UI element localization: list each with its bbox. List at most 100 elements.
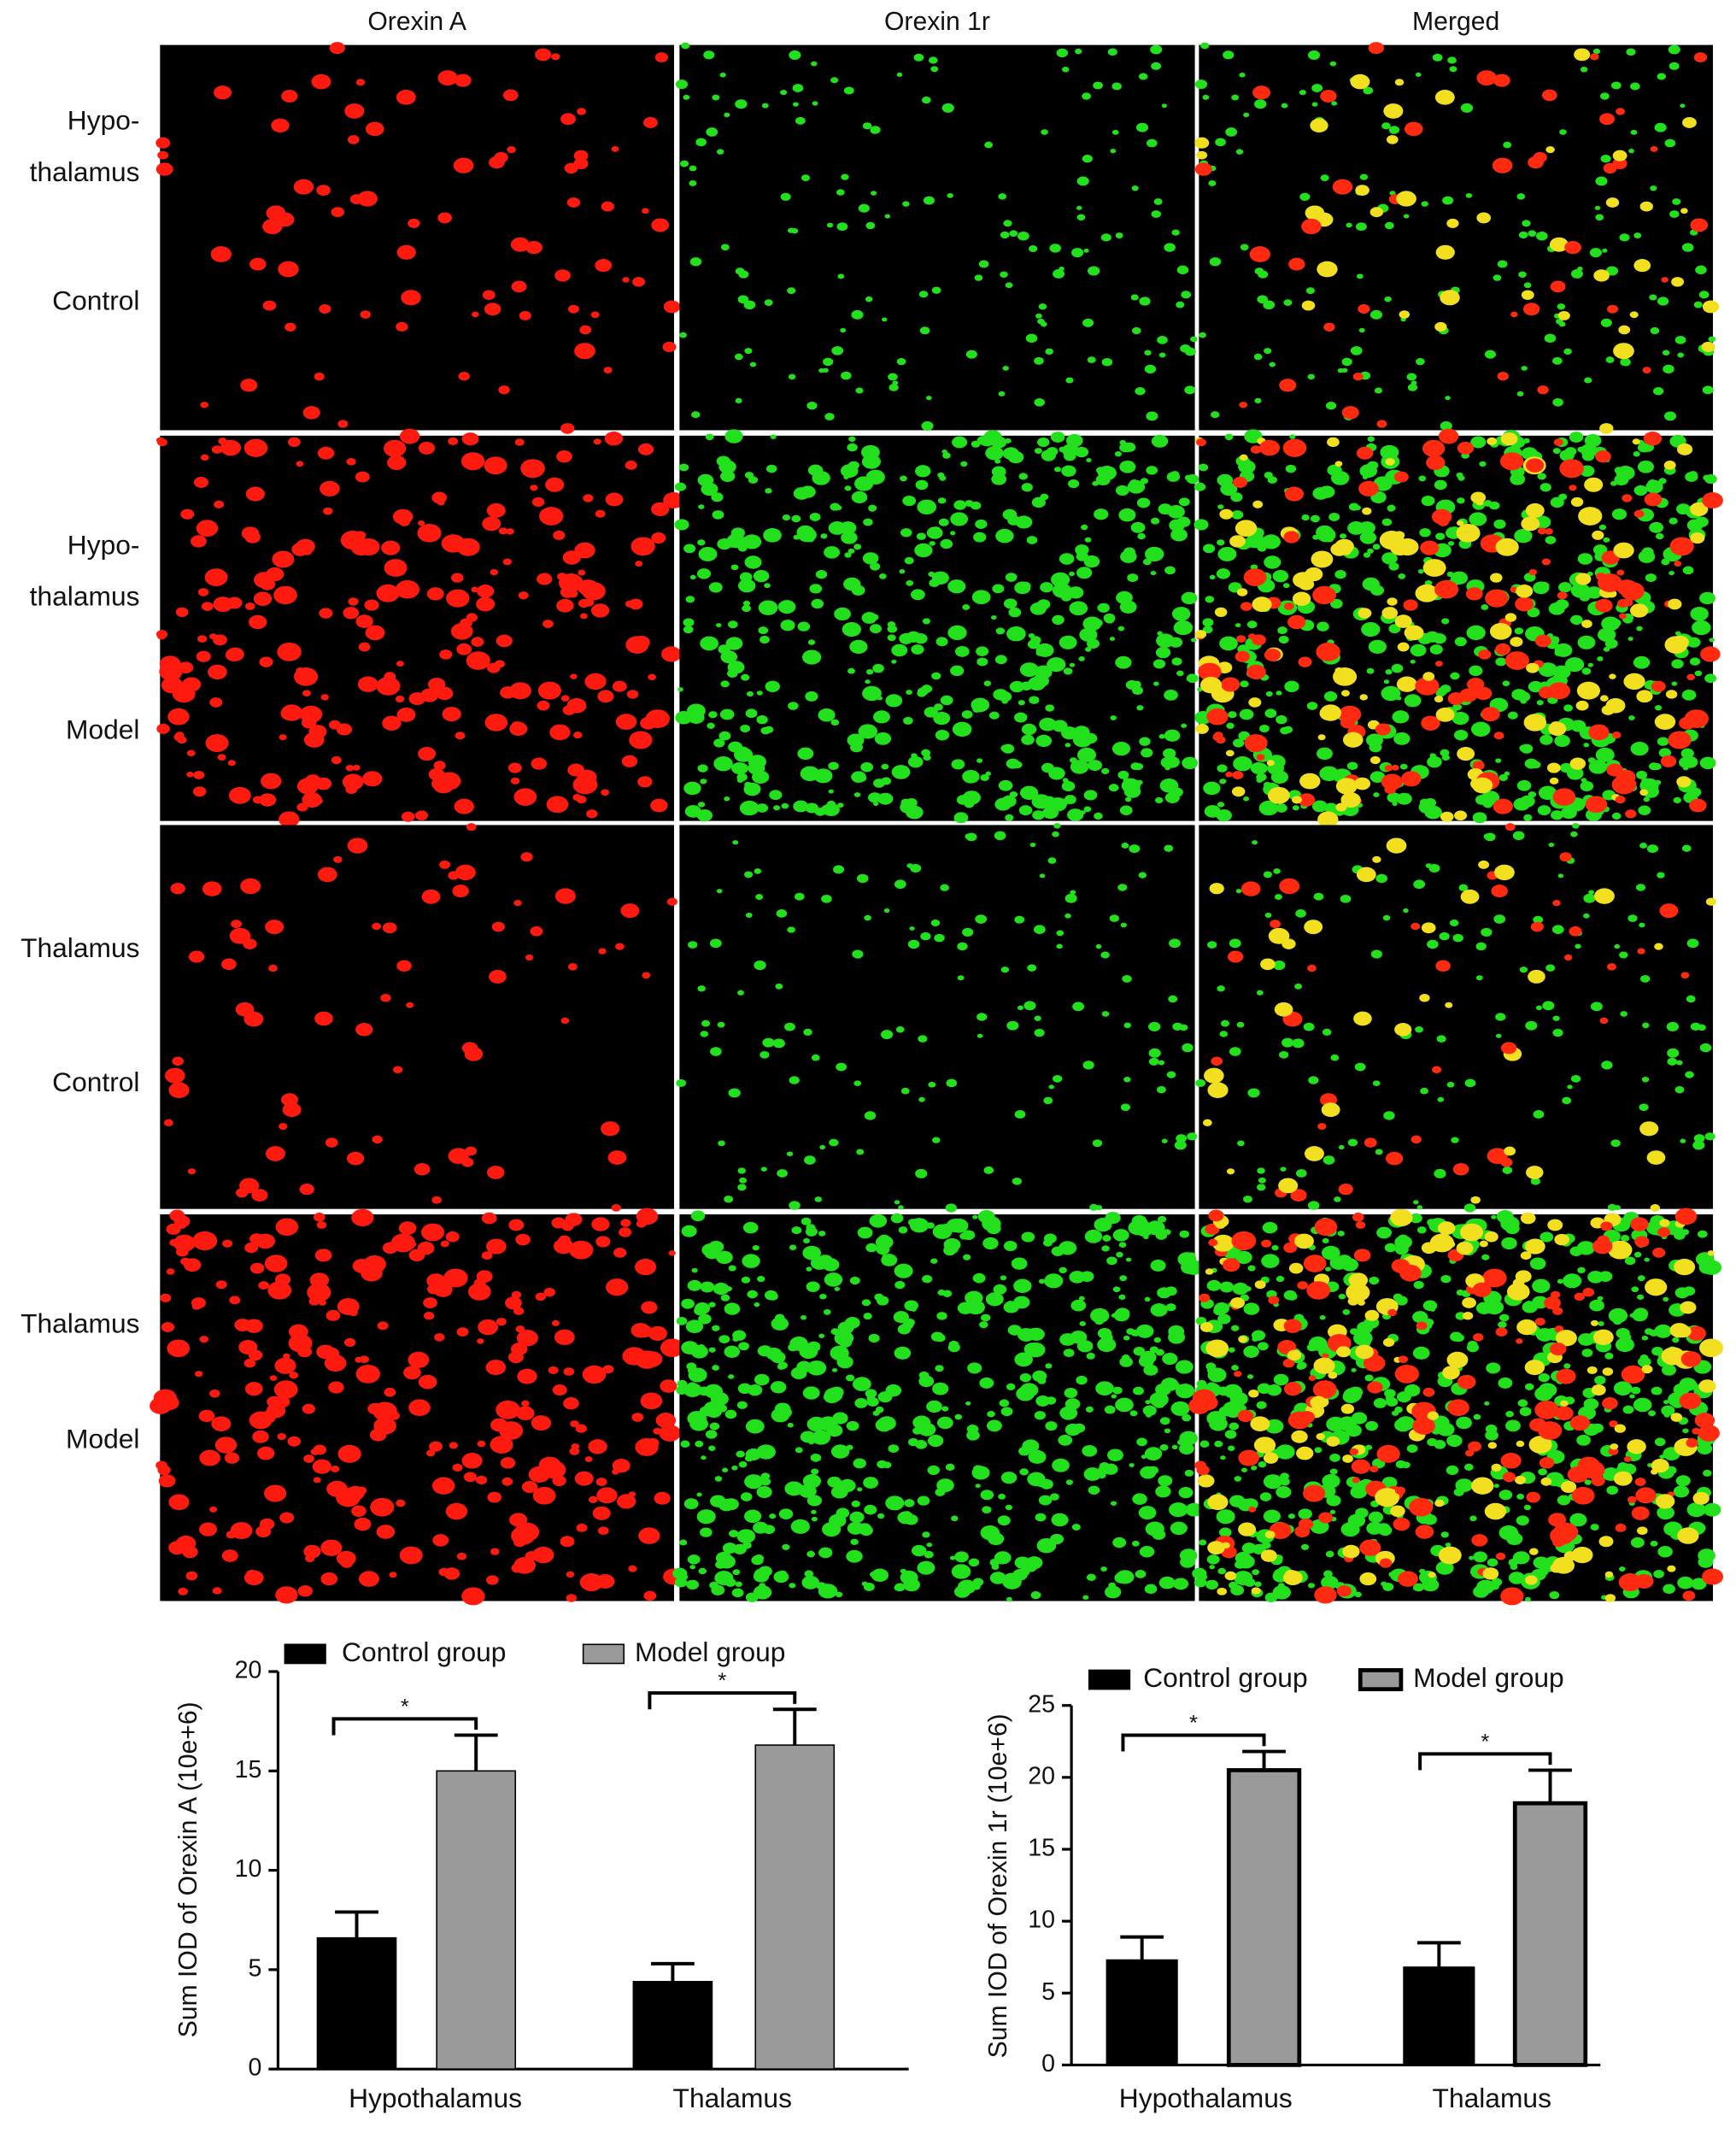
- cell-dot: [1182, 1413, 1192, 1422]
- cell-dot: [396, 707, 416, 722]
- cell-dot: [668, 1250, 676, 1256]
- cell-dot: [926, 1400, 942, 1413]
- cell-dot: [1023, 1343, 1041, 1356]
- cell-dot: [389, 1572, 397, 1578]
- cell-dot: [836, 189, 845, 196]
- cell-dot: [496, 1317, 507, 1326]
- cell-dot: [1637, 1275, 1645, 1282]
- cell-dot: [1095, 943, 1102, 949]
- cell-dot: [689, 1565, 696, 1570]
- cell-dot: [1027, 639, 1041, 649]
- cell-dot: [265, 920, 284, 935]
- cell-dot: [1562, 1273, 1582, 1289]
- cell-dot: [1415, 584, 1439, 602]
- cell-dot: [728, 1265, 736, 1272]
- cell-dot: [1504, 823, 1516, 831]
- cell-dot: [971, 697, 990, 713]
- cell-dot: [1009, 230, 1018, 238]
- cell-dot: [1463, 1203, 1476, 1213]
- cell-dot: [187, 1168, 196, 1175]
- cell-dot: [530, 485, 538, 491]
- cell-dot: [1088, 760, 1102, 772]
- cell-dot: [1076, 1375, 1088, 1385]
- cell-dot: [1654, 943, 1663, 950]
- cell-dot: [863, 518, 873, 526]
- cell-dot: [983, 1166, 994, 1174]
- cell-dot: [1146, 138, 1158, 148]
- cell-dot: [1663, 1584, 1675, 1594]
- cell-dot: [1620, 357, 1631, 367]
- cell-dot: [1410, 922, 1421, 931]
- cell-dot: [259, 793, 277, 807]
- cell-dot: [841, 371, 852, 380]
- cell-dot: [1000, 271, 1008, 278]
- cell-dot: [1603, 537, 1610, 543]
- cell-dot: [1440, 749, 1450, 757]
- cell-dot: [531, 757, 548, 770]
- cell-dot: [1295, 1169, 1307, 1178]
- cell-dot: [909, 926, 915, 931]
- cell-dot: [1495, 1013, 1506, 1021]
- cell-dot: [1035, 643, 1054, 657]
- cell-dot: [186, 771, 194, 778]
- cell-dot: [1141, 1454, 1147, 1460]
- cell-dot: [1163, 748, 1176, 759]
- cell-dot: [1410, 659, 1416, 664]
- cell-dot: [1363, 86, 1374, 95]
- cell-dot: [978, 260, 989, 268]
- cell-dot: [1030, 1591, 1041, 1600]
- cell-dot: [313, 1477, 321, 1484]
- y-tick-label: 25: [1028, 1690, 1055, 1718]
- cell-dot: [1299, 90, 1306, 96]
- cell-dot: [758, 600, 778, 615]
- cell-dot: [1226, 722, 1235, 729]
- cell-dot: [851, 771, 866, 783]
- cell-dot: [894, 1200, 900, 1205]
- cell-dot: [1143, 1235, 1149, 1240]
- error-bar: [1242, 1749, 1286, 1771]
- cell-dot: [1112, 1386, 1123, 1395]
- cell-dot: [1676, 443, 1693, 455]
- cell-dot: [903, 716, 913, 725]
- cell-dot: [1144, 1584, 1158, 1594]
- cell-dot: [510, 1343, 528, 1356]
- cell-dot: [1624, 1256, 1636, 1266]
- cell-dot: [745, 1419, 765, 1434]
- cell-dot: [789, 1244, 797, 1250]
- cell-dot: [1226, 1168, 1235, 1175]
- error-bar: [651, 1961, 695, 1982]
- cell-dot: [1410, 643, 1427, 657]
- cell-dot: [1240, 680, 1249, 688]
- cell-dot: [1216, 1509, 1235, 1525]
- cell-dot: [372, 922, 382, 931]
- cell-dot: [1006, 1383, 1016, 1390]
- cell-dot: [1532, 1278, 1551, 1294]
- cell-dot: [1132, 1493, 1147, 1505]
- cell-dot: [1359, 1539, 1381, 1556]
- cell-dot: [1124, 796, 1132, 802]
- cell-dot: [1613, 542, 1634, 559]
- cell-dot: [902, 495, 917, 507]
- cell-dot: [921, 421, 934, 431]
- cell-dot: [265, 1146, 285, 1161]
- legend-swatch: [1088, 1669, 1131, 1690]
- cell-dot: [1505, 1419, 1521, 1432]
- cell-dot: [259, 578, 276, 591]
- cell-dot: [577, 108, 586, 115]
- cell-dot: [696, 1492, 702, 1497]
- cell-dot: [1664, 138, 1676, 148]
- cell-dot: [928, 56, 938, 64]
- cell-dot: [1387, 597, 1398, 606]
- cell-dot: [1384, 296, 1392, 303]
- cell-dot: [1680, 208, 1688, 214]
- cell-dot: [1633, 485, 1648, 497]
- cell-dot: [211, 1416, 232, 1431]
- cell-dot: [965, 350, 977, 359]
- cell-dot: [1224, 1430, 1237, 1439]
- cell-dot: [742, 1221, 759, 1234]
- cell-dot: [1702, 385, 1714, 395]
- cell-dot: [942, 452, 951, 459]
- cell-dot: [1374, 387, 1383, 394]
- cell-dot: [1435, 960, 1451, 972]
- cell-dot: [1352, 1477, 1360, 1484]
